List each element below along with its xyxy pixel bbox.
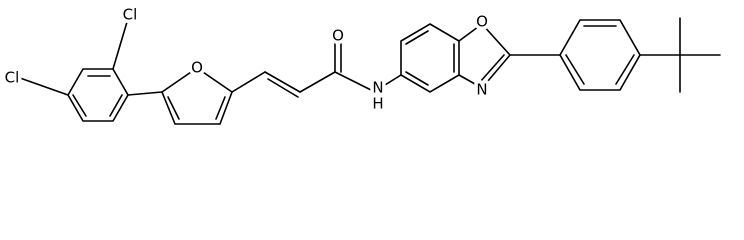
atom-label: N: [476, 81, 487, 99]
bond: [615, 54, 635, 85]
atom-label: O: [476, 13, 488, 31]
bond: [299, 71, 336, 93]
bond: [109, 94, 123, 117]
ring: [67, 68, 129, 122]
bond: [479, 54, 505, 83]
bond: [481, 23, 511, 56]
bond: [458, 74, 483, 89]
bond: [334, 71, 376, 93]
atom-label: O: [332, 27, 344, 45]
atom-label: Cl: [5, 69, 20, 87]
furan: [161, 67, 233, 125]
bond: [405, 71, 429, 86]
bond: [167, 96, 180, 120]
bond: [231, 71, 266, 93]
atom-label: Cl: [123, 6, 138, 24]
atom-label: H: [372, 95, 383, 113]
bond: [267, 78, 299, 98]
bond: [127, 91, 163, 96]
bond: [112, 21, 128, 70]
bond: [481, 54, 511, 89]
bond: [405, 30, 429, 45]
bond: [72, 94, 87, 117]
bond: [458, 23, 483, 42]
atom-label: N: [372, 79, 383, 97]
molecule: Cl Cl O O N H O N: [4, 5, 721, 125]
phenyl: [559, 19, 641, 91]
bond: [565, 54, 585, 85]
benzo-ring: [400, 23, 460, 93]
bond: [215, 96, 226, 120]
atom-label: O: [191, 59, 203, 77]
bonds: [19, 17, 721, 125]
bond: [264, 71, 301, 93]
bond: [19, 77, 69, 96]
bond: [379, 74, 402, 89]
